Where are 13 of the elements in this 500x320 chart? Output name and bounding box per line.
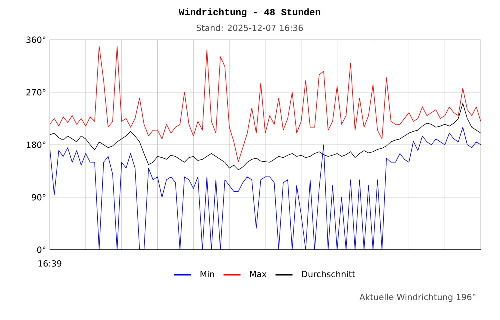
chart-subtitle: Stand: 2025-12-07 16:36 [196, 24, 304, 32]
y-tick-label: 360° [26, 36, 46, 44]
y-tick-label: 270° [26, 89, 46, 96]
y-tick-label: 180° [27, 142, 46, 148]
y-tick-label: 0° [37, 246, 46, 254]
legend-label: Min [200, 270, 214, 278]
chart-title: Windrichtung - 48 Stunden [179, 8, 320, 18]
text: Aktuelle Windrichtung 196° [360, 294, 476, 302]
line-series [50, 127, 482, 250]
legend-label: Durchschnitt [302, 270, 356, 278]
y-tick-label: 90° [32, 194, 46, 201]
text: 16:39 [38, 260, 62, 267]
legend-label: Max [250, 271, 267, 278]
